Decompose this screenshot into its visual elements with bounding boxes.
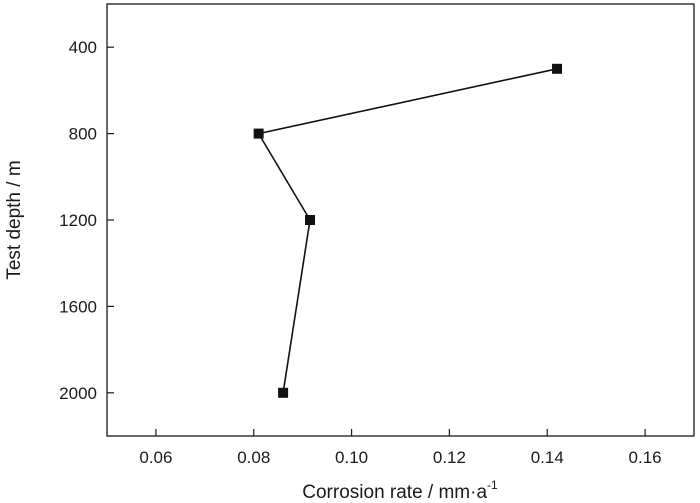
y-tick-label: 1600	[59, 297, 97, 316]
y-axis-label: Test depth / m	[4, 160, 25, 279]
y-tick-label: 2000	[59, 384, 97, 403]
x-axis-label: Corrosion rate / mm·a-1	[302, 478, 498, 503]
series-layer	[253, 63, 563, 398]
x-axis-label-superscript: -1	[487, 478, 498, 492]
x-tick-label: 0.16	[629, 448, 662, 467]
series-line-segment	[282, 219, 311, 393]
series-line-segment	[257, 133, 311, 221]
x-tick-label: 0.08	[237, 448, 270, 467]
x-tick-label: 0.12	[433, 448, 466, 467]
y-tick-label: 1200	[59, 211, 97, 230]
x-tick-label: 0.14	[531, 448, 564, 467]
data-point-square-marker	[305, 215, 316, 225]
y-tick-label: 400	[69, 38, 97, 57]
y-axis-ticks: 400 800 1200 1600 2000	[59, 38, 114, 403]
x-tick-label: 0.10	[335, 448, 368, 467]
plot-area-frame	[106, 3, 695, 437]
data-point-square-marker	[278, 387, 289, 398]
x-axis-label-main: Corrosion rate / mm·a	[302, 482, 487, 503]
data-point-square-marker	[253, 128, 264, 139]
data-point-square-marker	[552, 63, 563, 74]
x-tick-label: 0.06	[139, 448, 172, 467]
y-tick-label: 800	[69, 125, 97, 144]
series-line-segment	[258, 68, 558, 135]
x-axis-ticks: 0.06 0.08 0.10 0.12 0.14 0.16	[139, 429, 662, 467]
